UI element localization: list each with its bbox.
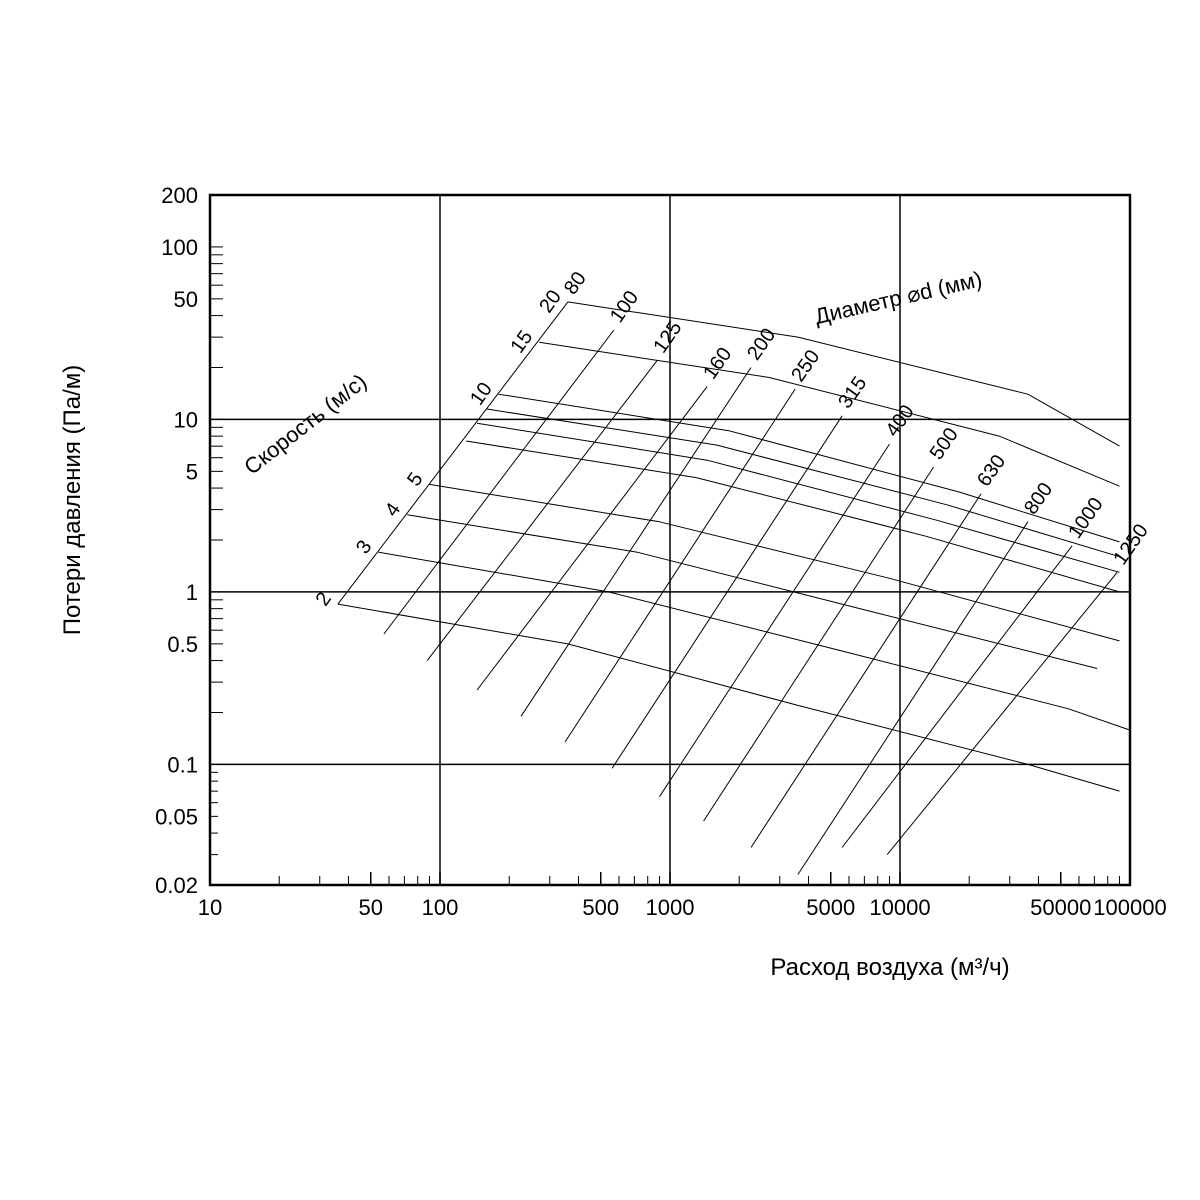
y-tick-label: 50	[174, 287, 198, 312]
x-tick-label: 100	[422, 895, 459, 920]
velocity-line	[430, 484, 1120, 641]
diameter-label: 200	[743, 324, 780, 364]
y-tick-label: 200	[161, 183, 198, 208]
velocity-label: 5	[403, 469, 427, 491]
diameter-line	[338, 302, 568, 604]
velocity-label: 4	[381, 499, 405, 521]
diameter-label: 400	[882, 401, 919, 441]
y-tick-label: 0.02	[155, 873, 198, 898]
y-tick-label: 1	[186, 580, 198, 605]
diameter-line	[842, 546, 1072, 848]
x-tick-label: 5000	[806, 895, 855, 920]
diameter-line	[565, 389, 795, 742]
diameter-line	[427, 360, 657, 660]
diameter-label: 80	[560, 268, 591, 299]
velocity-label: 10	[466, 378, 497, 409]
velocity-label: 3	[352, 536, 376, 558]
x-tick-label: 10	[198, 895, 222, 920]
diameter-line	[704, 467, 934, 821]
diameter-label: 1250	[1109, 520, 1153, 569]
velocity-line	[338, 604, 1120, 791]
x-axis-title: Расход воздуха (м³/ч)	[770, 954, 1009, 981]
y-tick-label: 5	[186, 459, 198, 484]
diameter-label: 250	[787, 346, 824, 386]
velocity-label: 15	[507, 327, 538, 358]
velocity-line	[499, 394, 1120, 542]
diameter-line	[477, 387, 707, 690]
x-tick-label: 10000	[869, 895, 930, 920]
velocity-line	[466, 441, 1119, 592]
diameter-label: 100	[606, 287, 643, 327]
diameter-line	[798, 522, 1028, 875]
x-tick-label: 100000	[1093, 895, 1166, 920]
diameter-label: 630	[973, 451, 1010, 491]
diameter-family-title: Диаметр ⌀d (мм)	[812, 266, 984, 329]
velocity-family-title: Скорость (м/с)	[239, 369, 371, 480]
velocity-line	[487, 409, 1120, 557]
diameter-label: 125	[649, 317, 686, 357]
y-tick-label: 0.5	[167, 632, 198, 657]
x-tick-label: 500	[582, 895, 619, 920]
labels: 10 50 100 500 1000 5000 10000 50000100000 0.02 0.…	[59, 183, 1167, 981]
velocity-label: 20	[535, 286, 566, 317]
diameter-label: 315	[834, 373, 871, 413]
mesh	[338, 302, 1130, 875]
diameter-line	[660, 444, 890, 797]
x-tick-label: 1000	[646, 895, 695, 920]
diameter-label: 160	[699, 344, 736, 384]
velocity-line	[568, 302, 1120, 446]
velocity-line	[379, 552, 1131, 730]
diameter-label: 1000	[1064, 494, 1108, 543]
x-tick-label: 50000	[1030, 895, 1091, 920]
y-tick-label: 10	[174, 407, 198, 432]
diameter-label: 500	[926, 424, 963, 464]
y-tick-label: 0.1	[167, 752, 198, 777]
y-tick-label: 0.05	[155, 804, 198, 829]
y-axis-title: Потери давления (Па/м)	[59, 365, 86, 636]
pressure-loss-nomogram: 10 50 100 500 1000 5000 10000 50000100000 0.02 0.…	[0, 0, 1200, 1200]
diameter-line	[751, 494, 981, 848]
y-tick-label: 100	[161, 235, 198, 260]
x-tick-label: 50	[359, 895, 383, 920]
